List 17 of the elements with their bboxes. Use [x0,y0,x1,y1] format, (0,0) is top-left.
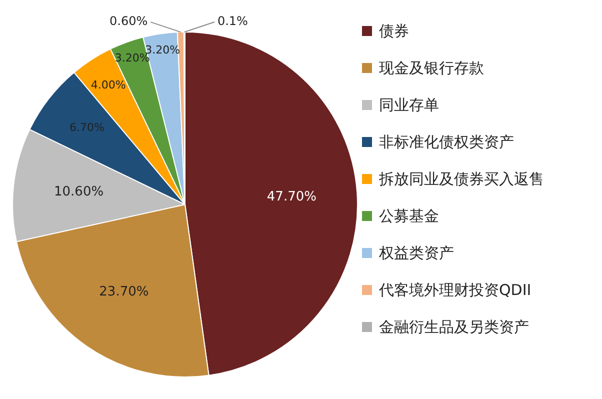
data-label: 0.60% [110,14,148,28]
data-label: 10.60% [54,184,104,200]
data-label: 23.70% [99,284,149,300]
legend-label: 债券 [379,22,409,40]
legend-label: 拆放同业及债券买入返售 [379,170,544,188]
legend-label: 非标准化债权类资产 [379,133,514,151]
legend-label: 公募基金 [379,207,439,225]
legend-label: 同业存单 [379,96,439,114]
data-label: 3.20% [145,44,180,57]
legend-label: 代客境外理财投资QDII [379,281,532,299]
data-label: 6.70% [69,121,104,134]
data-label: 0.1% [217,14,248,28]
legend-label: 金融衍生品及另类资产 [379,318,529,336]
data-label: 47.70% [266,189,316,204]
data-label: 4.00% [90,78,126,92]
legend-label: 现金及银行存款 [379,59,484,77]
legend-label: 权益类资产 [379,244,454,262]
